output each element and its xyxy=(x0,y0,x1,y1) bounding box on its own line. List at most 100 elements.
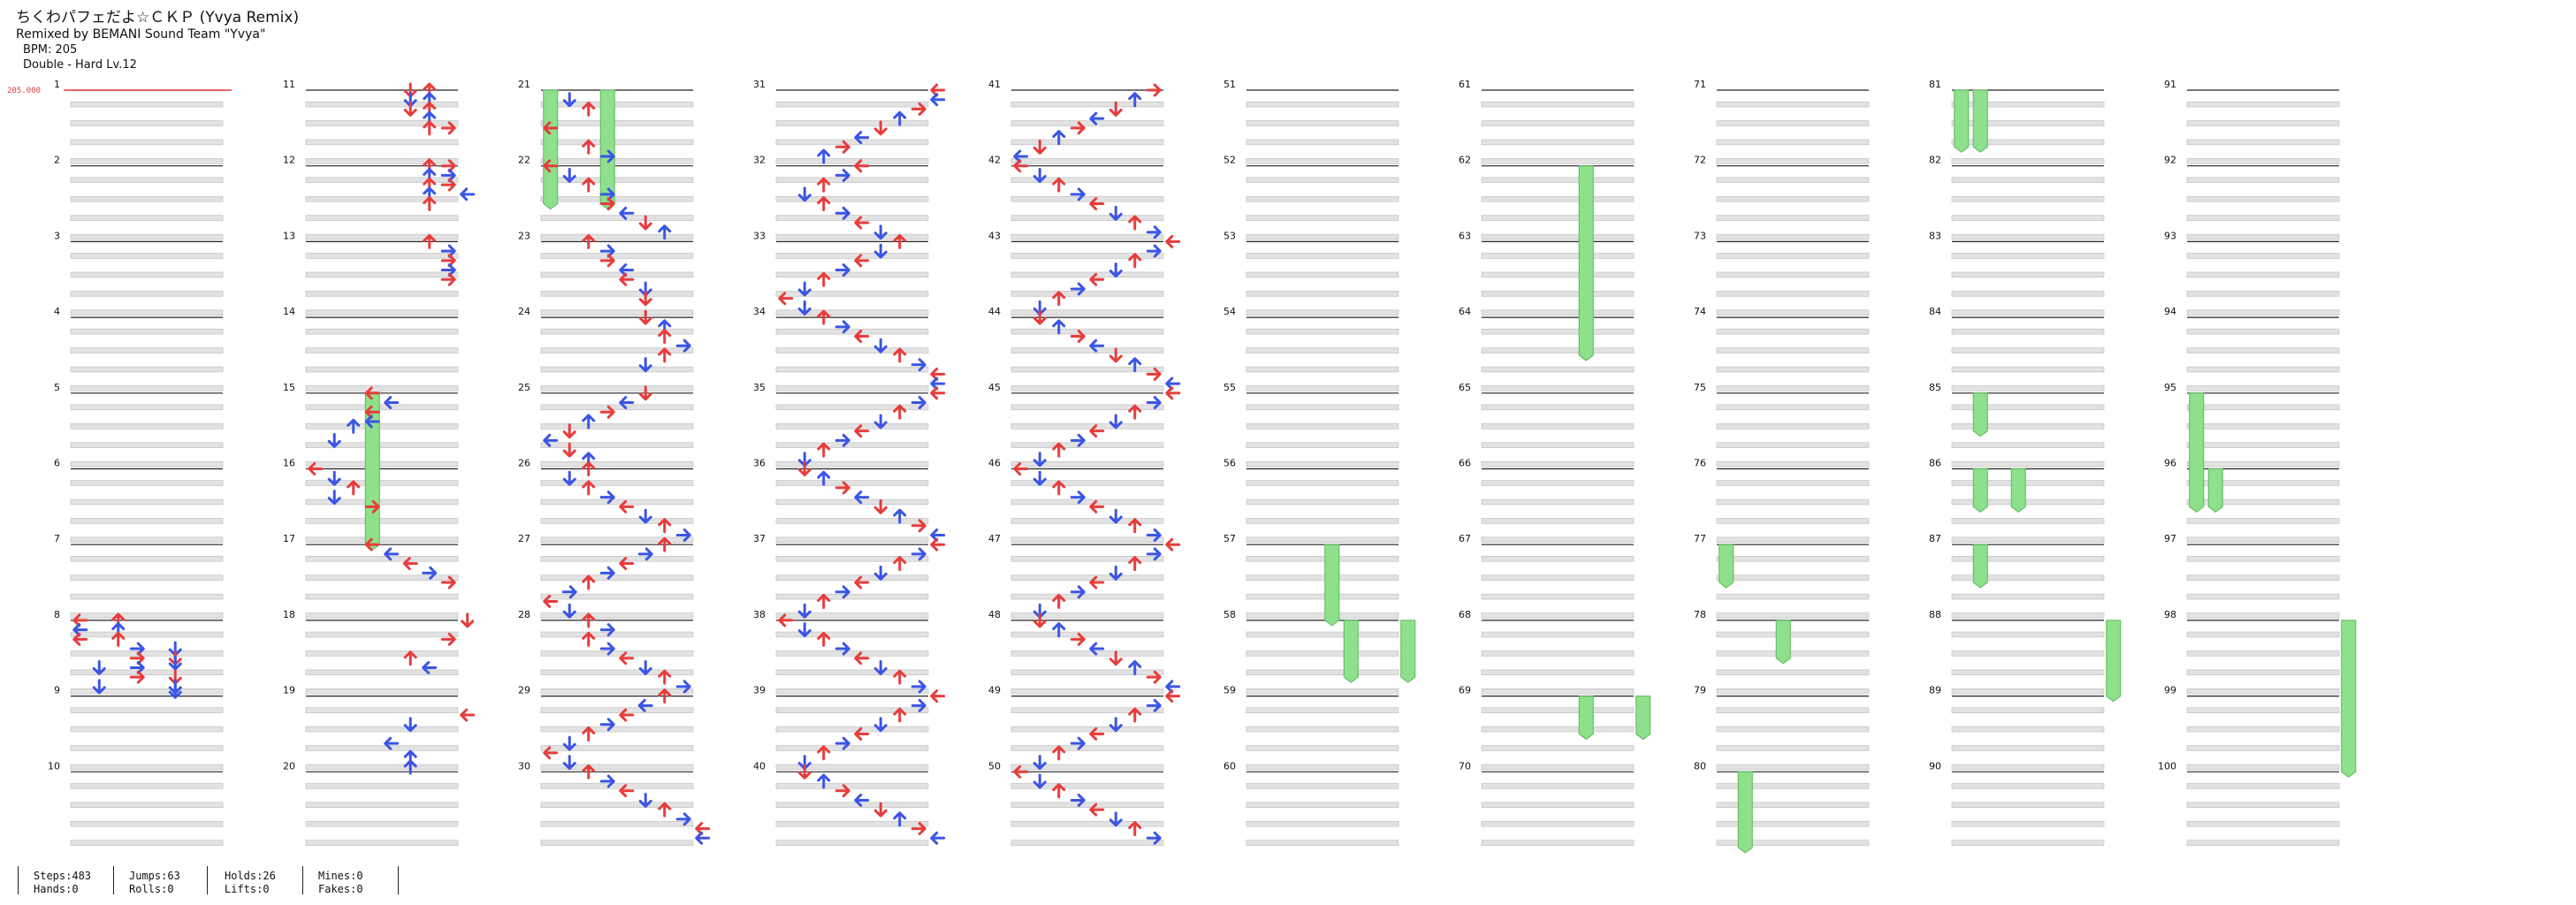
beat-stripe xyxy=(2186,707,2340,713)
beat-stripe xyxy=(1481,536,1635,544)
arrow-glyph xyxy=(543,433,559,447)
beat-stripe xyxy=(2186,195,2340,202)
arrow-note xyxy=(835,736,850,750)
arrow-note xyxy=(562,603,576,619)
measure-number: 6 xyxy=(54,458,60,469)
arrow-note xyxy=(440,263,456,278)
measure-number: 1 xyxy=(54,79,60,90)
beat-stripe xyxy=(1246,291,1399,297)
beat-stripe xyxy=(1951,460,2105,468)
beat-stripe xyxy=(1716,612,1870,619)
arrow-glyph xyxy=(1128,556,1142,572)
arrow-note xyxy=(1109,508,1123,524)
beat-stripe xyxy=(1246,423,1399,430)
arrow-note xyxy=(1052,783,1066,799)
arrow-glyph xyxy=(1070,121,1086,135)
arrow-note xyxy=(1109,262,1123,278)
beat-stripe xyxy=(775,669,929,676)
beat-stripe xyxy=(540,820,694,827)
arrow-glyph xyxy=(1089,726,1105,741)
beat-stripe xyxy=(540,631,694,638)
arrow-note xyxy=(1109,565,1123,581)
arrow-note xyxy=(1128,556,1142,572)
beat-stripe xyxy=(1246,101,1399,108)
measure-number: 85 xyxy=(1929,382,1941,393)
arrow-glyph xyxy=(873,120,888,136)
arrow-glyph xyxy=(440,159,456,173)
beat-stripe xyxy=(2186,347,2340,354)
arrow-note xyxy=(1146,670,1162,684)
beat-stripe xyxy=(2186,688,2340,695)
arrow-glyph xyxy=(835,736,850,750)
beat-stripe xyxy=(1716,669,1870,676)
beat-stripe xyxy=(1481,669,1635,676)
arrow-note xyxy=(797,186,812,202)
arrow-glyph xyxy=(1052,291,1066,307)
arrow-note xyxy=(1089,338,1105,353)
beat-stripe xyxy=(1481,328,1635,335)
beat-stripe xyxy=(540,215,694,221)
beat-stripe xyxy=(1481,650,1635,657)
beat-stripe xyxy=(775,101,929,108)
beat-stripe xyxy=(1481,385,1635,392)
arrow-glyph xyxy=(854,131,870,145)
beat-stripe xyxy=(1010,480,1164,486)
beat-stripe xyxy=(1010,385,1164,392)
beat-stripe xyxy=(1481,366,1635,373)
arrow-note xyxy=(1033,773,1047,789)
arrow-note xyxy=(1165,537,1181,551)
arrow-glyph xyxy=(1052,177,1066,193)
arrow-note xyxy=(423,120,437,136)
beat-stripe xyxy=(775,158,929,164)
arrow-note xyxy=(658,224,672,240)
beat-stripe xyxy=(305,253,459,259)
beat-stripe xyxy=(2186,840,2340,846)
beat-stripe xyxy=(1481,783,1635,789)
arrow-note xyxy=(619,557,635,571)
measure-number: 89 xyxy=(1929,685,1941,696)
arrow-note xyxy=(111,631,126,647)
beat-stripe xyxy=(775,366,929,373)
arrow-note xyxy=(92,659,106,675)
beat-stripe xyxy=(305,669,459,676)
measure-number: 15 xyxy=(283,382,295,393)
beat-stripe xyxy=(70,442,224,448)
arrow-glyph xyxy=(599,491,615,505)
arrow-glyph xyxy=(638,291,652,307)
beat-stripe xyxy=(1481,195,1635,202)
beat-stripe xyxy=(305,309,459,316)
arrow-glyph xyxy=(440,263,456,278)
beat-stripe xyxy=(70,480,224,486)
arrow-glyph xyxy=(873,498,888,514)
arrow-note xyxy=(817,631,831,647)
arrow-note xyxy=(129,651,145,665)
measure-number: 40 xyxy=(753,760,766,772)
arrow-note xyxy=(582,726,596,741)
beat-stripe xyxy=(1481,347,1635,354)
beat-stripe xyxy=(1716,480,1870,486)
arrow-note xyxy=(817,773,831,789)
beat-stripe xyxy=(1716,158,1870,164)
arrow-note xyxy=(638,385,652,401)
measure-number: 66 xyxy=(1459,458,1471,469)
beat-stripe xyxy=(1481,688,1635,695)
measure-number: 45 xyxy=(988,382,1001,393)
arrow-glyph xyxy=(854,651,870,665)
arrow-note xyxy=(1052,442,1066,458)
arrow-glyph xyxy=(1089,499,1105,513)
arrow-glyph xyxy=(1033,470,1047,486)
beat-stripe xyxy=(1481,271,1635,278)
arrow-note xyxy=(1146,83,1162,97)
measure-number: 8 xyxy=(54,609,60,620)
beat-stripe xyxy=(305,460,459,468)
beat-stripe xyxy=(775,328,929,335)
measure-number: 72 xyxy=(1694,155,1706,166)
beat-stripe xyxy=(2186,498,2340,506)
measure-number: 7 xyxy=(54,533,60,544)
beat-stripe xyxy=(305,783,459,789)
arrow-glyph xyxy=(1128,821,1142,837)
arrow-note xyxy=(168,683,182,699)
beat-stripe xyxy=(1010,688,1164,695)
arrow-note xyxy=(930,831,946,845)
arrow-glyph xyxy=(1052,130,1066,146)
